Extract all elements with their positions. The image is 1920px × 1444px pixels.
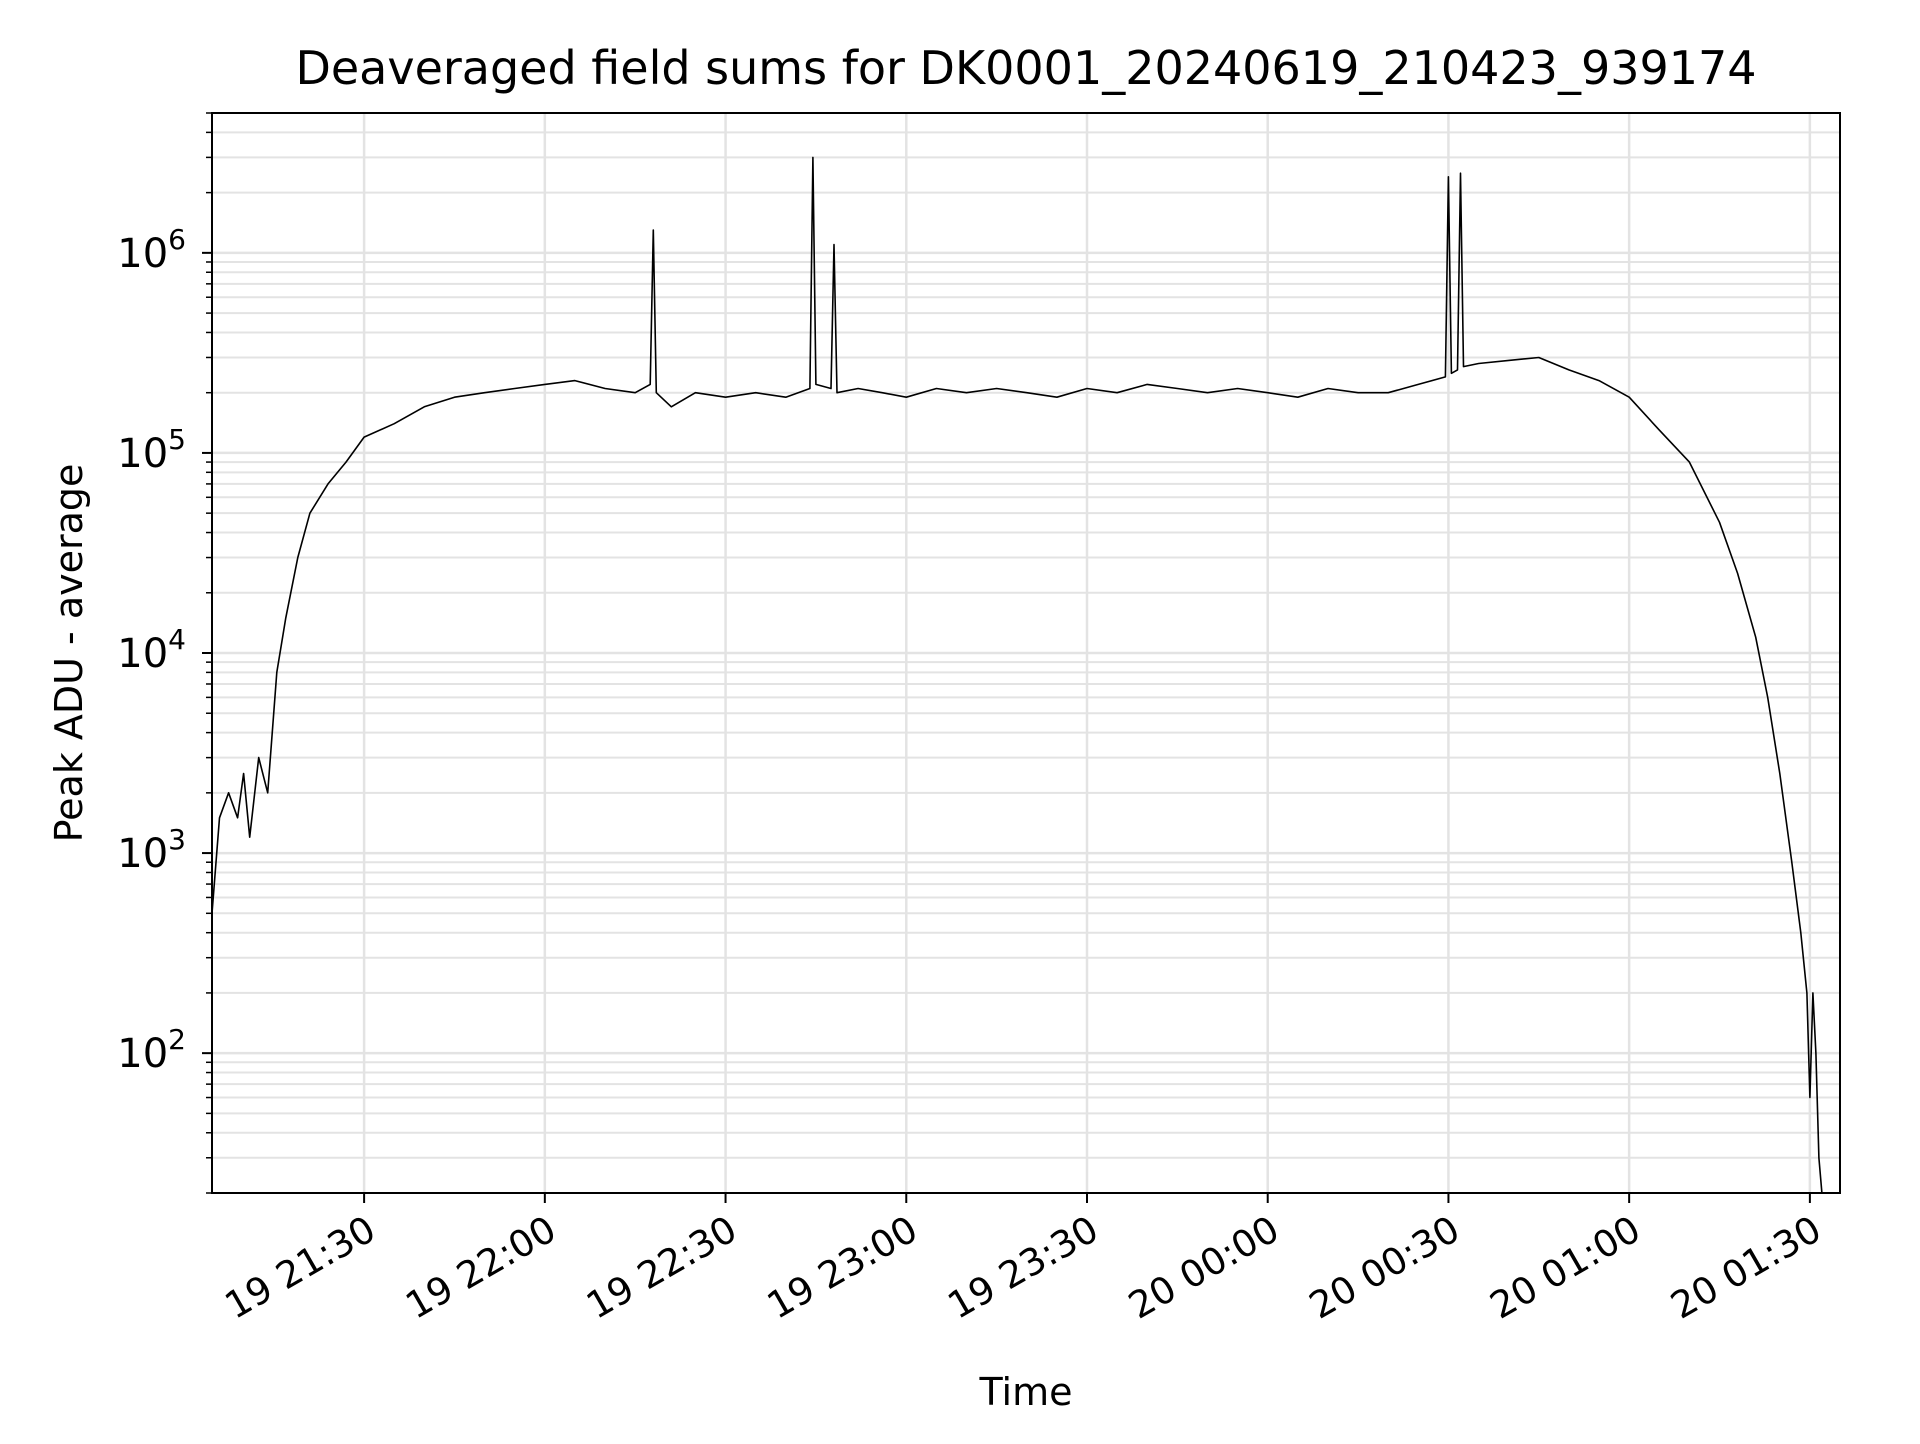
y-tick-label: 103	[117, 823, 186, 877]
y-tick-label: 105	[117, 423, 186, 477]
y-axis-label: Peak ADU - average	[47, 464, 91, 843]
chart-title: Deaveraged field sums for DK0001_2024061…	[295, 41, 1756, 95]
tick-marks	[202, 112, 1811, 1203]
y-tick-label: 102	[117, 1023, 186, 1077]
y-tick-label: 104	[117, 623, 186, 677]
y-tick-labels: 102 103 104 105 106	[117, 223, 186, 1077]
series-layer	[211, 156, 1823, 1194]
y-tick-label: 106	[117, 223, 186, 277]
series-line	[211, 156, 1823, 1194]
x-axis-label: Time	[979, 1370, 1073, 1414]
grid-lines	[212, 112, 1840, 1194]
